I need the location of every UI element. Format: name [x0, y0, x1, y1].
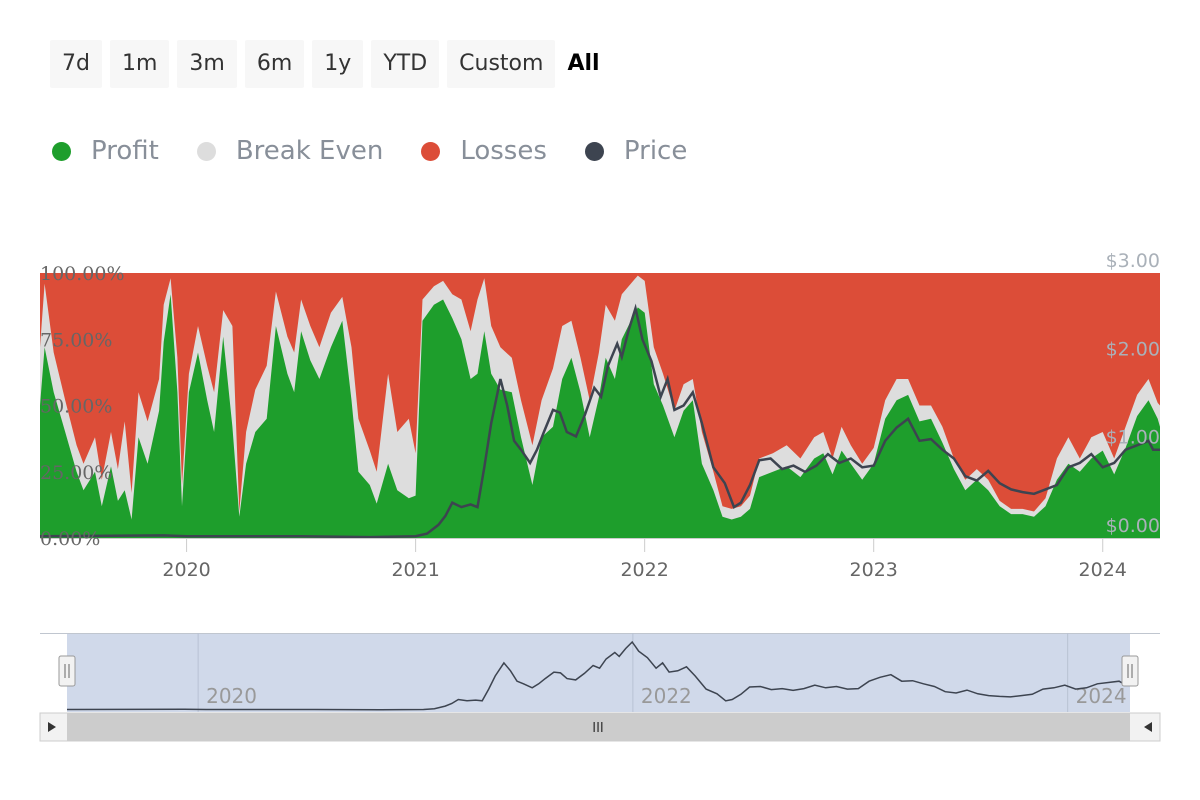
navigator-handle-left[interactable]: [58, 655, 76, 687]
y-right-tick-label: $0.00: [1106, 515, 1160, 537]
x-tick-label: 2023: [850, 559, 898, 581]
y-left-tick-label: 100.00%: [40, 263, 125, 285]
y-right-tick-label: $3.00: [1106, 250, 1160, 272]
chart-axes: 2020 2021 2022 2023 2024 0.00% 25.00% 50.00% 75.…: [40, 250, 1160, 581]
scrollbar-thumb[interactable]: [67, 713, 1130, 741]
range-button-ytd[interactable]: YTD: [371, 40, 440, 88]
range-button-1m[interactable]: 1m: [109, 40, 170, 88]
x-tick-label: 2020: [162, 559, 210, 581]
x-tick-label: 2021: [391, 559, 439, 581]
y-left-tick-label: 25.00%: [40, 462, 112, 484]
legend-label-profit: Profit: [91, 136, 159, 166]
legend-label-price: Price: [623, 136, 688, 166]
legend-item-break-even[interactable]: Break Even: [196, 136, 384, 166]
x-tick-label: 2024: [1079, 559, 1127, 581]
navigator-tick-label: 2020: [206, 684, 257, 708]
scroll-left-arrow-icon[interactable]: [48, 722, 56, 732]
navigator-mask: [67, 633, 1130, 712]
profit-area: [40, 294, 1160, 538]
navigator-handle-body[interactable]: [1121, 655, 1139, 687]
legend-item-losses[interactable]: Losses: [421, 136, 547, 166]
y-right-tick-label: $2.00: [1106, 338, 1160, 360]
range-button-all[interactable]: All: [567, 51, 600, 76]
range-button-custom[interactable]: Custom: [447, 40, 556, 88]
legend-dot-break-even: [196, 141, 216, 161]
main-plot: [39, 273, 1160, 539]
range-selector: 7d 1m 3m 6m 1y YTD Custom All: [50, 40, 604, 88]
navigator-handle-right[interactable]: [1121, 655, 1139, 687]
y-left-tick-label: 0.00%: [40, 528, 100, 550]
legend-label-break-even: Break Even: [235, 136, 384, 166]
legend-dot-profit: [52, 141, 71, 161]
range-button-6m[interactable]: 6m: [244, 40, 305, 88]
y-left-tick-label: 75.00%: [40, 329, 112, 351]
navigator-tick-label: 2022: [641, 684, 692, 708]
legend-label-losses: Losses: [460, 136, 547, 166]
scrollbar-grip: III: [592, 721, 604, 736]
range-button-3m[interactable]: 3m: [177, 40, 237, 88]
range-button-1y[interactable]: 1y: [312, 40, 364, 88]
navigator-handle-body[interactable]: [58, 655, 76, 687]
scroll-right-arrow-icon[interactable]: [1144, 722, 1152, 732]
legend-dot-price: [584, 141, 604, 161]
y-left-tick-label: 50.00%: [40, 396, 112, 418]
chart-legend: Profit Break Even Losses Price: [52, 128, 725, 174]
navigator-price-line: [66, 640, 1130, 711]
x-tick-label: 2022: [620, 559, 668, 581]
y-right-tick-label: $1.00: [1106, 427, 1160, 449]
price-line: [39, 303, 1160, 539]
legend-item-profit[interactable]: Profit: [52, 136, 159, 166]
range-button-7d[interactable]: 7d: [50, 40, 102, 88]
legend-dot-losses: [421, 141, 441, 161]
legend-item-price[interactable]: Price: [584, 136, 688, 166]
